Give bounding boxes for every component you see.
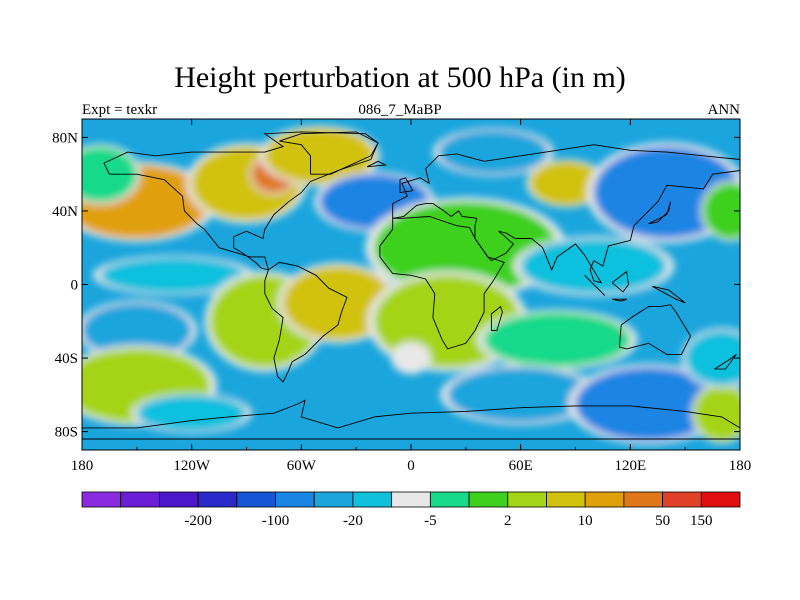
field-blob	[685, 330, 740, 386]
colorbar-swatch	[197, 491, 238, 508]
field-blob	[264, 128, 375, 184]
colorbar-swatch	[623, 491, 663, 508]
field-blob	[575, 367, 722, 441]
colorbar-swatch	[662, 491, 702, 508]
colorbar-swatch	[313, 491, 354, 508]
field-blob	[447, 367, 594, 423]
colorbar-swatch	[275, 491, 315, 508]
coastline	[648, 201, 671, 225]
coastline	[264, 261, 348, 383]
colorbar-label: 2	[504, 513, 512, 529]
colorbar: -200 -100 -20 -5 2 10 50 150	[81, 491, 741, 529]
field-blob	[438, 130, 549, 175]
y-tick-label: 80S	[55, 425, 78, 441]
colorbar-swatch	[391, 491, 431, 508]
x-tick-label: 120W	[173, 458, 211, 474]
coastline	[379, 216, 505, 350]
colorbar-swatch	[546, 491, 586, 508]
coastline	[612, 298, 627, 302]
colorbar-label: 150	[690, 513, 713, 529]
colorbar-swatch	[81, 491, 122, 508]
colorbar-swatch	[507, 491, 547, 508]
colorbar-swatch	[159, 491, 199, 508]
coastline	[652, 285, 686, 304]
coastline	[618, 304, 692, 355]
colorbar-label: -5	[424, 513, 437, 529]
field-blob	[100, 256, 247, 294]
coastline	[392, 144, 740, 284]
field-blob	[136, 394, 247, 432]
field-blob	[82, 302, 192, 359]
colorbar-swatch	[700, 491, 741, 508]
x-tick-label: 180	[71, 458, 94, 474]
y-tick-label: 40S	[55, 351, 78, 367]
coastline	[584, 274, 606, 296]
y-tick-label: 40N	[52, 204, 78, 220]
coastline	[103, 131, 379, 271]
annual-label: ANN	[707, 102, 741, 118]
colorbar-label: -20	[343, 513, 363, 529]
colorbar-swatch	[236, 491, 276, 508]
coastline	[490, 305, 503, 331]
colorbar-swatch	[352, 491, 393, 508]
coastline	[399, 177, 414, 194]
field-blob	[529, 161, 603, 206]
colorbar-label: 10	[578, 513, 593, 529]
colorbar-label: -100	[262, 513, 290, 529]
period-label: 086_7_MaBP	[358, 102, 442, 118]
field-blob	[520, 238, 667, 294]
x-tick-label: 60W	[287, 458, 317, 474]
coastlines	[82, 131, 740, 440]
colorbar-label: -200	[184, 513, 212, 529]
y-tick-label: 0	[71, 278, 79, 294]
y-tick-label: 80N	[52, 130, 78, 146]
coastline	[279, 131, 379, 175]
field-blob	[392, 343, 430, 373]
colorbar-swatch	[468, 491, 509, 508]
colorbar-swatch	[120, 491, 160, 508]
experiment-label: Expt = texkr	[82, 102, 158, 118]
x-tick-label: 180	[729, 458, 752, 474]
colorbar-swatch	[429, 491, 470, 508]
height-field	[82, 119, 740, 450]
coastline	[366, 160, 387, 168]
chart-title: Height perturbation at 500 hPa (in m)	[174, 61, 626, 94]
x-tick-label: 120E	[614, 458, 646, 474]
field-blob	[374, 201, 558, 294]
x-tick-label: 0	[407, 458, 415, 474]
field-blob	[694, 385, 740, 441]
coastline	[611, 270, 629, 293]
coastline	[714, 354, 737, 370]
field-blob	[484, 312, 631, 368]
colorbar-label: 50	[655, 513, 670, 529]
field-blob	[283, 266, 393, 340]
field-blob	[703, 183, 740, 239]
colorbar-swatch	[584, 491, 625, 508]
x-tick-label: 60E	[509, 458, 533, 474]
coastline	[82, 399, 740, 440]
map-axes: 180 120W 60W 0 60E 120E 180 80N 40N 0 40S 80S	[52, 119, 751, 474]
